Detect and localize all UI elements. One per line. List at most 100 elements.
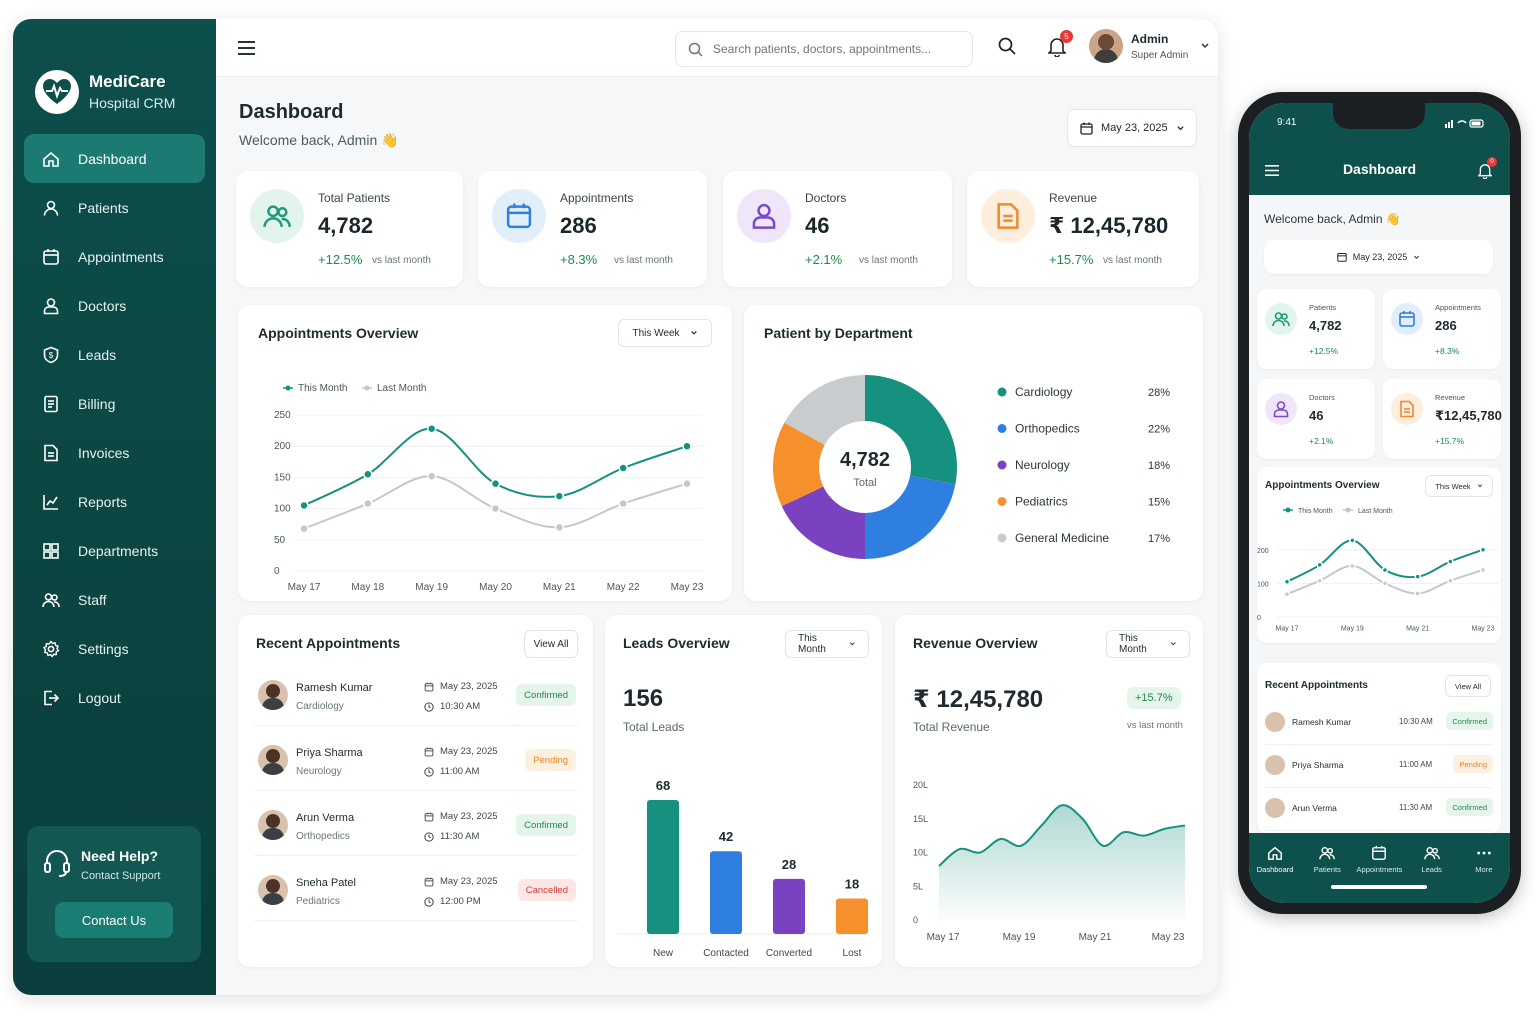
bar-converted[interactable]	[773, 878, 805, 934]
data-point[interactable]	[1283, 578, 1291, 585]
data-point[interactable]	[1283, 590, 1291, 598]
phone-tab-appointments[interactable]: Appointments	[1354, 845, 1404, 903]
bar-new[interactable]	[647, 800, 679, 934]
sidebar-item-dashboard[interactable]: Dashboard	[24, 134, 205, 183]
sidebar-item-departments[interactable]: Departments	[24, 526, 205, 575]
data-point[interactable]	[1479, 546, 1487, 554]
legend-dot	[997, 387, 1007, 397]
stat-card-patients[interactable]: Total Patients 4,782 +12.5% vs last month	[236, 171, 463, 287]
data-point[interactable]	[299, 500, 309, 511]
data-point[interactable]	[1381, 566, 1389, 574]
table-row[interactable]: Priya Sharma Neurology May 23, 2025 11:00 A…	[254, 735, 578, 791]
data-point[interactable]	[363, 498, 373, 509]
chevron-down-icon	[1414, 255, 1420, 259]
phone-notification-button[interactable]: 0	[1477, 157, 1497, 184]
calendar-icon	[1372, 845, 1387, 860]
stat-card-appointments[interactable]: Appointments 286 +8.3% vs last month	[478, 171, 707, 287]
contact-us-button[interactable]: Contact Us	[55, 902, 173, 938]
sidebar-item-appointments[interactable]: Appointments	[24, 232, 205, 281]
sidebar-item-settings[interactable]: Settings	[24, 624, 205, 673]
data-point[interactable]	[363, 469, 373, 480]
avatar	[258, 875, 288, 905]
stat-card-revenue[interactable]: Revenue ₹ 12,45,780 +15.7% vs last month	[967, 171, 1199, 287]
data-point[interactable]	[426, 471, 437, 481]
pie-slice-orthopedics[interactable]	[865, 475, 956, 559]
user-profile-menu[interactable]: Admin Super Admin	[1089, 29, 1210, 63]
phone-stat-card-appointments[interactable]: Appointments 286 +8.3%	[1383, 289, 1501, 369]
stat-note: vs last month	[372, 255, 431, 266]
phone-range-select[interactable]: This Week	[1425, 475, 1493, 497]
phone-stat-card-revenue[interactable]: Revenue ₹12,45,780 +15.7%	[1383, 379, 1502, 459]
data-point[interactable]	[490, 478, 501, 489]
stat-card-doctors[interactable]: Doctors 46 +2.1% vs last month	[723, 171, 952, 287]
data-point[interactable]	[426, 423, 437, 434]
data-point[interactable]	[1316, 577, 1323, 584]
legend-label: Neurology	[1015, 458, 1070, 472]
data-point[interactable]	[1316, 561, 1323, 569]
sidebar-item-logout[interactable]: Logout	[24, 673, 205, 722]
sidebar-item-invoices[interactable]: Invoices	[24, 428, 205, 477]
pie-slice-pediatrics[interactable]	[773, 422, 825, 507]
data-point[interactable]	[682, 478, 692, 489]
data-point[interactable]	[618, 463, 628, 473]
phone-tab-patients[interactable]: Patients	[1302, 845, 1352, 903]
calendar-icon	[1399, 311, 1415, 327]
y-tick-label: 250	[274, 410, 291, 421]
week-range-select[interactable]: This Week	[618, 319, 712, 347]
phone-tab-leads[interactable]: Leads	[1407, 845, 1457, 903]
leads-range-select[interactable]: This Month	[785, 630, 869, 658]
data-point[interactable]	[299, 523, 309, 534]
list-item[interactable]: Priya Sharma 11:00 AM Pending	[1265, 746, 1493, 788]
bar-contacted[interactable]	[710, 851, 742, 934]
phone-stat-card-patients[interactable]: Patients 4,782 +12.5%	[1257, 289, 1375, 369]
data-point[interactable]	[1414, 573, 1421, 580]
table-row[interactable]: Arun Verma Orthopedics May 23, 2025 11:30 A…	[254, 800, 578, 856]
data-point[interactable]	[1381, 580, 1389, 587]
data-point[interactable]	[1479, 566, 1487, 574]
data-point[interactable]	[490, 503, 501, 514]
sidebar-item-patients[interactable]: Patients	[24, 183, 205, 232]
appointment-time: 11:00 AM	[440, 766, 480, 777]
list-item[interactable]: Arun Verma 11:30 AM Confirmed	[1265, 789, 1493, 831]
sidebar-item-staff[interactable]: Staff	[24, 575, 205, 624]
data-point[interactable]	[554, 491, 565, 501]
phone-tab-more[interactable]: More	[1459, 845, 1509, 903]
data-point[interactable]	[1414, 590, 1421, 597]
pie-slice-general-medicine[interactable]	[784, 375, 865, 445]
hamburger-menu-icon[interactable]	[238, 41, 255, 55]
x-tick-label: May 20	[479, 582, 512, 593]
sidebar-item-billing[interactable]: Billing	[24, 379, 205, 428]
bar-lost[interactable]	[836, 898, 868, 934]
search-button-icon[interactable]	[998, 37, 1016, 55]
data-point[interactable]	[1349, 537, 1356, 544]
appointment-date: May 23, 2025	[440, 876, 498, 887]
phone-view-all-button[interactable]: View All	[1445, 675, 1491, 697]
search-input[interactable]	[713, 42, 953, 56]
date-picker[interactable]: May 23, 2025	[1067, 109, 1197, 147]
sidebar-item-leads[interactable]: $ Leads	[24, 330, 205, 379]
phone-tab-dashboard[interactable]: Dashboard	[1250, 845, 1300, 903]
phone-stat-change: +8.3%	[1435, 346, 1460, 356]
sidebar-item-reports[interactable]: Reports	[24, 477, 205, 526]
phone-date-picker[interactable]: May 23, 2025	[1264, 240, 1493, 274]
sidebar-item-label: Appointments	[78, 248, 164, 265]
notification-button[interactable]: 5	[1047, 30, 1073, 58]
data-point[interactable]	[1447, 577, 1454, 584]
pie-slice-neurology[interactable]	[781, 486, 865, 559]
data-point[interactable]	[618, 498, 628, 509]
table-row[interactable]: Ramesh Kumar Cardiology May 23, 2025 10:30 …	[254, 670, 578, 726]
view-all-button[interactable]: View All	[524, 630, 578, 658]
pie-slice-cardiology[interactable]	[865, 375, 957, 485]
revenue-range-select[interactable]: This Month	[1106, 630, 1190, 658]
phone-stat-card-doctors[interactable]: Doctors 46 +2.1%	[1257, 379, 1375, 459]
data-point[interactable]	[682, 441, 692, 451]
brand[interactable]: MediCare Hospital CRM	[13, 19, 216, 134]
phone-welcome: Welcome back, Admin 👋	[1264, 212, 1401, 226]
phone-menu-icon[interactable]	[1265, 165, 1279, 176]
list-item[interactable]: Ramesh Kumar 10:30 AM Confirmed	[1265, 703, 1493, 745]
data-point[interactable]	[1349, 562, 1356, 570]
table-row[interactable]: Sneha Patel Pediatrics May 23, 2025 12:00 P…	[254, 865, 578, 921]
data-point[interactable]	[1447, 558, 1454, 565]
sidebar-item-doctors[interactable]: Doctors	[24, 281, 205, 330]
data-point[interactable]	[554, 522, 565, 533]
